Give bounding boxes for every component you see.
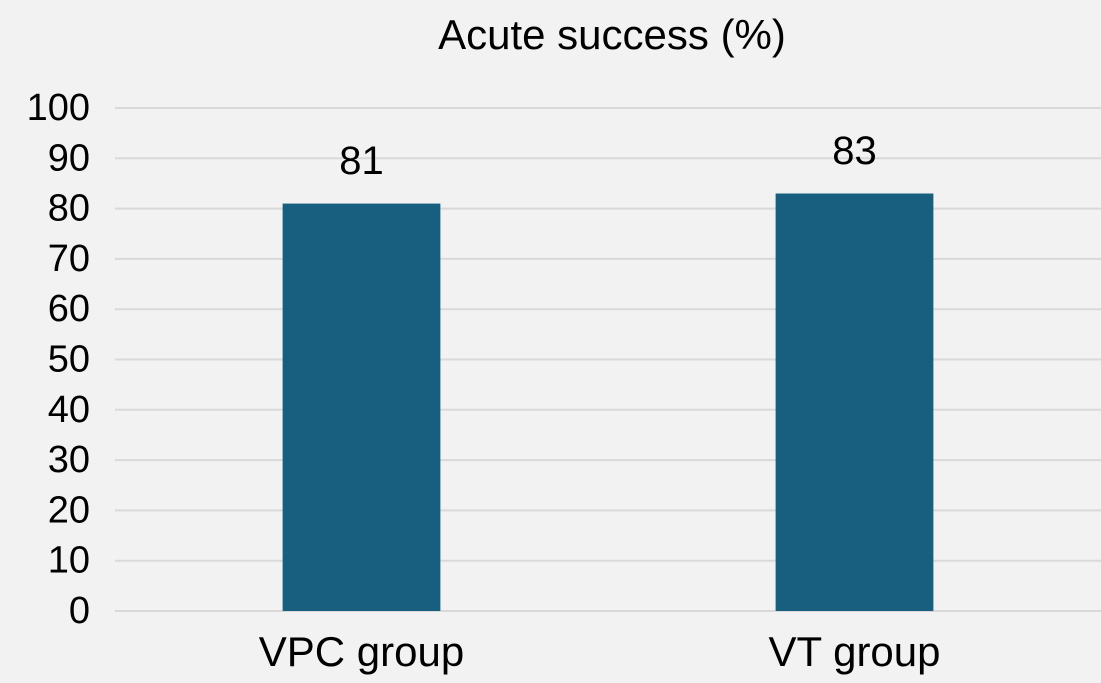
data-label: 81 xyxy=(339,139,384,183)
y-tick-label: 20 xyxy=(48,489,90,531)
data-label: 83 xyxy=(832,129,877,173)
x-tick-label: VT group xyxy=(769,628,941,675)
bar xyxy=(775,193,934,611)
y-tick-label: 90 xyxy=(48,137,90,179)
bar xyxy=(282,203,441,611)
y-tick-label: 60 xyxy=(48,288,90,330)
y-tick-label: 80 xyxy=(48,188,90,230)
y-tick-label: 50 xyxy=(48,339,90,381)
y-tick-label: 30 xyxy=(48,439,90,481)
y-tick-label: 40 xyxy=(48,389,90,431)
y-tick-label: 100 xyxy=(27,87,90,129)
y-tick-label: 70 xyxy=(48,238,90,280)
y-tick-label: 10 xyxy=(48,540,90,582)
chart-title: Acute success (%) xyxy=(438,11,786,58)
x-tick-label: VPC group xyxy=(259,628,464,675)
y-tick-label: 0 xyxy=(69,590,90,632)
